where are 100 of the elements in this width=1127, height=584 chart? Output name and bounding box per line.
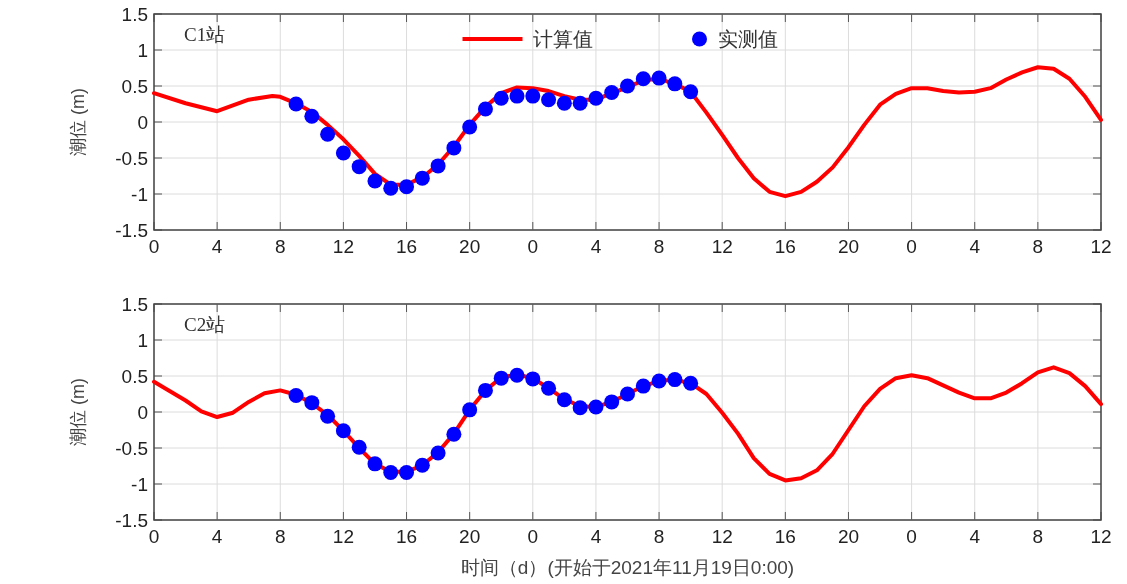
point bbox=[414, 170, 430, 186]
point bbox=[620, 386, 635, 402]
point bbox=[651, 373, 667, 389]
x-tick-label: 16 bbox=[774, 526, 796, 547]
y-axis-title: 潮位 (m) bbox=[68, 88, 88, 156]
point bbox=[462, 402, 478, 418]
point bbox=[320, 408, 336, 424]
point bbox=[604, 394, 620, 410]
y-tick-label: -1 bbox=[131, 474, 148, 495]
y-tick-label: -1.5 bbox=[115, 510, 148, 531]
x-tick-label: 12 bbox=[332, 236, 354, 257]
point bbox=[572, 95, 588, 111]
point bbox=[414, 457, 430, 473]
point bbox=[525, 88, 541, 104]
x-tick-label: 16 bbox=[395, 526, 418, 547]
y-tick-label: 1.5 bbox=[121, 4, 148, 25]
point bbox=[588, 399, 604, 415]
y-axis-title: 潮位 (m) bbox=[68, 378, 88, 446]
text: C1站 bbox=[184, 24, 226, 45]
point bbox=[667, 76, 683, 92]
x-tick-label: 20 bbox=[837, 236, 860, 257]
x-tick-label: 20 bbox=[837, 526, 860, 547]
y-tick-label: -1 bbox=[131, 184, 148, 205]
x-tick-label: 0 bbox=[906, 236, 917, 257]
x-tick-label: 12 bbox=[1090, 236, 1112, 257]
point bbox=[383, 464, 399, 480]
point bbox=[320, 126, 336, 142]
y-tick-label: 1.5 bbox=[121, 294, 148, 315]
x-tick-label: 12 bbox=[1090, 526, 1112, 547]
x-tick-label: 16 bbox=[774, 236, 796, 257]
point bbox=[556, 392, 572, 408]
point bbox=[620, 78, 635, 94]
x-tick-label: 20 bbox=[459, 526, 481, 547]
point bbox=[399, 179, 415, 195]
x-tick-label: 16 bbox=[395, 236, 418, 257]
line-series bbox=[152, 365, 1103, 483]
x-tick-label: 20 bbox=[459, 236, 481, 257]
x-tick-label: 8 bbox=[1032, 526, 1044, 547]
point bbox=[604, 84, 620, 100]
point bbox=[556, 95, 572, 111]
point bbox=[430, 445, 446, 461]
point bbox=[288, 96, 304, 112]
point bbox=[304, 395, 320, 411]
y-tick-label: 0 bbox=[137, 402, 148, 423]
point bbox=[541, 380, 557, 396]
point bbox=[383, 180, 399, 196]
point bbox=[351, 439, 367, 455]
legend-label: 实测值 bbox=[717, 28, 778, 50]
x-tick-label: 4 bbox=[969, 526, 981, 547]
point bbox=[430, 158, 446, 174]
line-series bbox=[152, 65, 1103, 199]
x-tick-label: 12 bbox=[332, 526, 354, 547]
point bbox=[525, 371, 541, 387]
point bbox=[477, 382, 493, 398]
point bbox=[367, 456, 383, 472]
point bbox=[335, 423, 351, 439]
x-tick-label: 4 bbox=[211, 236, 223, 257]
y-tick-label: -0.5 bbox=[115, 148, 148, 169]
x-tick-label: 8 bbox=[274, 526, 286, 547]
point bbox=[446, 426, 462, 442]
x-tick-label: 4 bbox=[590, 236, 602, 257]
y-tick-label: 0 bbox=[137, 112, 148, 133]
point bbox=[335, 145, 351, 161]
point bbox=[683, 84, 699, 100]
x-tick-label: 4 bbox=[969, 236, 981, 257]
x-tick-label: 12 bbox=[711, 236, 733, 257]
x-tick-label: 8 bbox=[1032, 236, 1044, 257]
point bbox=[588, 90, 604, 106]
legend-label: 计算值 bbox=[532, 28, 593, 50]
point bbox=[667, 372, 683, 388]
y-tick-label: -1.5 bbox=[115, 220, 148, 241]
point bbox=[509, 367, 525, 383]
x-tick-label: 0 bbox=[906, 526, 917, 547]
y-tick-label: 1 bbox=[137, 40, 148, 61]
x-axis-title: 时间（d）(开始于2021年11月19日0:00) bbox=[460, 557, 795, 578]
point bbox=[304, 108, 320, 124]
point bbox=[477, 101, 493, 117]
y-tick-label: -0.5 bbox=[115, 438, 148, 459]
point bbox=[288, 387, 304, 403]
x-tick-label: 8 bbox=[653, 236, 665, 257]
y-tick-label: 0.5 bbox=[121, 366, 148, 387]
y-tick-label: 0.5 bbox=[121, 76, 148, 97]
point bbox=[683, 375, 699, 391]
point bbox=[572, 400, 588, 416]
point bbox=[509, 88, 525, 104]
point bbox=[493, 90, 509, 106]
point bbox=[351, 159, 367, 175]
text: C2站 bbox=[184, 314, 226, 335]
point bbox=[462, 119, 478, 135]
x-tick-label: 8 bbox=[274, 236, 286, 257]
point bbox=[399, 464, 415, 480]
x-tick-label: 4 bbox=[211, 526, 223, 547]
point bbox=[635, 71, 651, 87]
point bbox=[367, 173, 383, 189]
point bbox=[541, 92, 557, 108]
y-tick-label: 1 bbox=[137, 330, 148, 351]
x-tick-label: 12 bbox=[711, 526, 733, 547]
x-tick-label: 0 bbox=[527, 526, 539, 547]
point bbox=[446, 140, 462, 156]
x-tick-label: 0 bbox=[527, 236, 539, 257]
